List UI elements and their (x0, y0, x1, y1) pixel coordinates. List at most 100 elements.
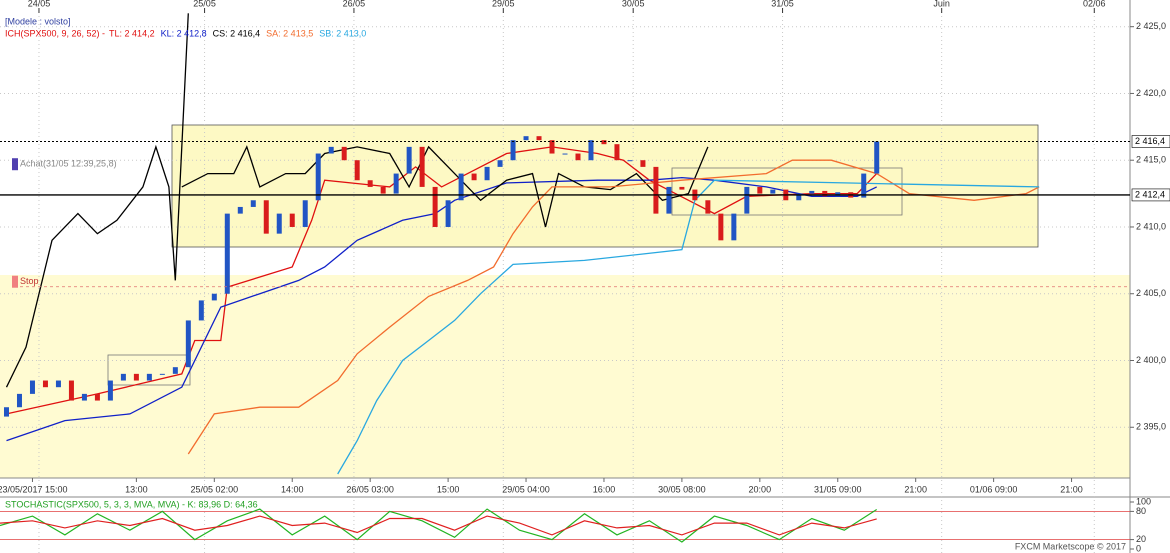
candle (172, 367, 178, 374)
legend-entry: TL: 2 414,2 (109, 28, 155, 38)
date-tick-label: 25/05 (193, 0, 216, 8)
candle (302, 200, 308, 227)
candle (406, 146, 412, 174)
y-tick-label: 0 (1136, 543, 1141, 553)
annotation-marker (12, 275, 18, 288)
date-tick-label: Juin (933, 0, 950, 8)
date-tick-label: 26/05 (343, 0, 366, 8)
x-tick-label: 20:00 (749, 484, 772, 494)
candle (640, 160, 646, 167)
y-tick-label: 2 425,0 (1136, 21, 1166, 31)
candle (133, 373, 139, 381)
indicator-line (6, 146, 878, 415)
candle (328, 146, 334, 154)
candle (484, 166, 490, 181)
candle (315, 153, 321, 201)
candle (575, 153, 581, 161)
x-tick-label: 21:00 (904, 484, 927, 494)
x-tick-label: 21:00 (1060, 484, 1083, 494)
stoch-line (0, 508, 878, 543)
indicator-line (337, 179, 1040, 475)
candle (211, 293, 217, 301)
candle (705, 200, 711, 214)
y-tick-label: 2 410,0 (1136, 221, 1166, 231)
candle (523, 136, 529, 141)
legend-entry: SA: 2 413,5 (266, 28, 313, 38)
model-label: [Modele : volsto] (5, 16, 71, 26)
y-tick-label: 2 400,0 (1136, 355, 1166, 365)
candle (861, 173, 867, 198)
x-tick-label: 01/06 09:00 (970, 484, 1018, 494)
candle (68, 380, 74, 401)
candle (718, 213, 724, 241)
footer: FXCM Marketscope © 2017 (1015, 541, 1126, 551)
candle (198, 300, 204, 321)
candle (666, 186, 672, 214)
candle (224, 213, 230, 294)
candle (393, 173, 399, 194)
date-tick-label: 24/05 (28, 0, 51, 8)
candle (432, 186, 438, 227)
x-tick-label: 26/05 03:00 (346, 484, 394, 494)
level-tag (1131, 135, 1170, 148)
stoch-label: STOCHASTIC(SPX500, 5, 3, 3, MVA, MVA) - … (5, 499, 258, 509)
candle (289, 213, 295, 227)
y-tick-label: 2 405,0 (1136, 288, 1166, 298)
annotation-label: Stop (20, 276, 39, 286)
x-tick-label: 23/05/2017 15:00 (0, 484, 68, 494)
y-tick-label: 80 (1136, 506, 1146, 516)
candle (627, 160, 633, 162)
plot (0, 12, 1130, 553)
candle (159, 373, 165, 375)
candle (445, 200, 451, 227)
candle (822, 190, 828, 197)
candle (809, 190, 815, 194)
candle (770, 189, 776, 194)
date-tick-label: 31/05 (771, 0, 794, 8)
candle (3, 407, 9, 417)
candle (536, 136, 542, 141)
x-tick-label: 16:00 (593, 484, 616, 494)
candle (562, 153, 568, 155)
candle (55, 380, 61, 388)
stoch-line (0, 515, 877, 536)
level-label: 2 416,4 (1135, 136, 1165, 146)
candle (796, 193, 802, 201)
candle (744, 186, 750, 214)
legend-entry: KL: 2 412,8 (161, 28, 207, 38)
candle (107, 380, 113, 401)
date-tick-label: 29/05 (492, 0, 515, 8)
candle (549, 140, 555, 154)
y-tick-label: 2 420,0 (1136, 88, 1166, 98)
candle (263, 200, 269, 234)
y-tick-label: 2 395,0 (1136, 422, 1166, 432)
date-tick-label: 02/06 (1083, 0, 1106, 8)
candle (42, 380, 48, 388)
candle (510, 140, 516, 161)
candle (354, 160, 360, 181)
x-tick-label: 29/05 04:00 (502, 484, 550, 494)
candle (757, 186, 763, 194)
candle (731, 213, 737, 241)
annotation-label: Achat(31/05 12:39,25,8) (20, 159, 117, 169)
candle (120, 373, 126, 381)
candle (276, 213, 282, 234)
candle (614, 144, 620, 161)
date-tick-label: 30/05 (622, 0, 645, 8)
y-tick-label: 20 (1136, 534, 1146, 544)
indicator-label: ICH(SPX500, 9, 26, 52) - (5, 28, 105, 38)
y-tick-label: 100 (1136, 496, 1151, 506)
level-label: 2 412,4 (1135, 189, 1165, 199)
x-tick-label: 14:00 (281, 484, 304, 494)
candle (497, 160, 503, 167)
candle (380, 186, 386, 194)
y-tick-label: 2 415,0 (1136, 155, 1166, 165)
candle (250, 200, 256, 207)
x-tick-label: 15:00 (437, 484, 460, 494)
candle (679, 186, 685, 190)
candle (874, 141, 880, 174)
candle (146, 373, 152, 381)
candle (16, 393, 22, 408)
candle (29, 380, 35, 394)
